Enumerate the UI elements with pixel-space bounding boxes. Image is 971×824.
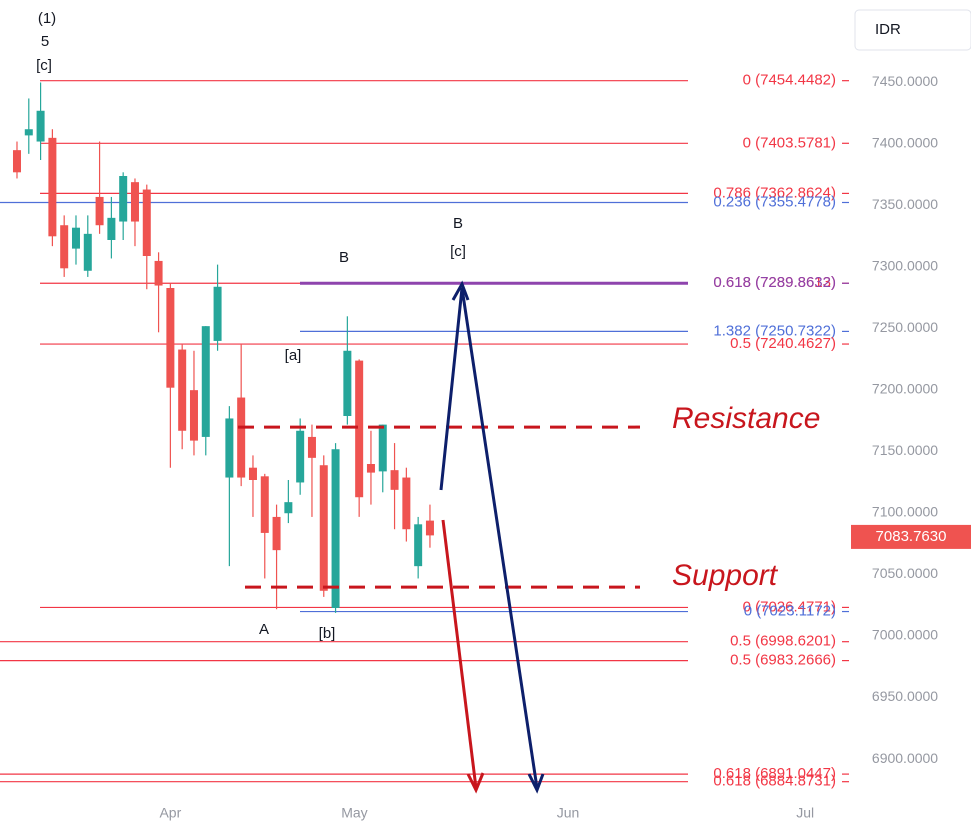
- arrows: [439, 280, 545, 794]
- y-tick-label: 6950.0000: [872, 688, 938, 704]
- x-tick-label: May: [341, 805, 367, 821]
- candle-body: [119, 176, 128, 222]
- wave-label: [c]: [36, 57, 52, 74]
- y-tick-label: 7200.0000: [872, 381, 938, 397]
- candle-body: [307, 436, 316, 458]
- y-tick-label: 7350.0000: [872, 196, 938, 212]
- candle-body: [355, 360, 364, 498]
- y-tick-label: 7250.0000: [872, 319, 938, 335]
- fib-label: 0 (7026.4771): [743, 598, 836, 615]
- candle-body: [414, 524, 423, 567]
- fib-label: 0.236 (7355.4778): [713, 193, 836, 210]
- fib-label: 0.618 (7289.8632): [713, 274, 836, 291]
- candle-body: [166, 288, 175, 388]
- x-tick-label: Jul: [796, 805, 814, 821]
- candle-body: [83, 233, 92, 271]
- candle-body: [260, 476, 269, 533]
- projection-arrow: [439, 287, 539, 789]
- candle-body: [402, 477, 411, 530]
- y-tick-label: 7050.0000: [872, 565, 938, 581]
- y-tick-label: 7450.0000: [872, 73, 938, 89]
- candle-body: [60, 225, 69, 269]
- candle-body: [296, 430, 305, 483]
- currency[interactable]: IDR: [875, 21, 901, 38]
- candle-body: [343, 350, 352, 416]
- fib-label: 1.382 (7250.7322): [713, 322, 836, 339]
- candle-body: [319, 465, 328, 591]
- candle-body: [425, 520, 434, 536]
- arrow-head: [527, 773, 545, 794]
- fib-label: 0.5 (7240.4627): [730, 335, 836, 352]
- fib-label: 0 (7023.1172): [744, 603, 836, 620]
- last-price-tag: [851, 524, 971, 549]
- wave-label: [b]: [319, 625, 336, 642]
- candle-body: [284, 502, 293, 514]
- wave-label: [c]: [450, 243, 466, 260]
- fib-label: 0.618 (6884.8731): [713, 773, 836, 790]
- candle-body: [390, 470, 399, 490]
- candle-body: [154, 260, 163, 286]
- candle-body: [178, 349, 187, 431]
- fib-label: 0 (7454.4482): [743, 72, 836, 89]
- candle-body: [48, 137, 57, 237]
- projection-arrow: [441, 519, 478, 789]
- resistance-label: Resistance: [672, 402, 820, 435]
- candle-body: [378, 424, 387, 472]
- candle-body: [24, 129, 33, 136]
- fib-label: 0.5 (6983.2666): [730, 652, 836, 669]
- last-price-label: 7083.7630: [876, 528, 947, 545]
- arrow-head: [466, 772, 485, 794]
- candle-body: [107, 217, 116, 240]
- y-tick-label: 7100.0000: [872, 504, 938, 520]
- currency-box[interactable]: [854, 9, 971, 51]
- wave-label: 5: [41, 33, 49, 50]
- x-tick-label: Apr: [159, 805, 181, 821]
- candle-body: [12, 150, 21, 173]
- y-tick-label: 7300.0000: [872, 257, 938, 273]
- y-tick-label: 7150.0000: [872, 442, 938, 458]
- wave-label: [a]: [285, 347, 302, 364]
- candle-body: [189, 390, 198, 441]
- candle-body: [331, 449, 340, 608]
- candle-body: [71, 227, 80, 249]
- candle-body: [272, 516, 281, 551]
- wave-label: B: [339, 249, 349, 266]
- wave-label: A: [259, 621, 269, 638]
- y-tick-label: 6900.0000: [872, 750, 938, 766]
- candle-body: [225, 418, 234, 478]
- support-label: Support: [672, 559, 779, 592]
- wave-label: (1): [38, 10, 56, 27]
- y-tick-label: 7000.0000: [872, 627, 938, 643]
- candle-body: [130, 182, 139, 222]
- candle-body: [366, 464, 375, 473]
- candle-body: [248, 467, 257, 480]
- x-tick-label: Jun: [557, 805, 580, 821]
- candle-body: [95, 196, 104, 226]
- candle-body: [36, 110, 45, 142]
- fib-label: 0 (7403.5781): [743, 134, 836, 151]
- fib-label: 0.786 (7362.8624): [713, 184, 836, 201]
- fib-label: 0.618 (6891.0447): [713, 765, 836, 782]
- fib-label: 0.618 (7289.8613): [713, 274, 836, 291]
- fib-label: 0.5 (6998.6201): [730, 633, 836, 650]
- candle-body: [142, 189, 151, 256]
- candle-body: [237, 397, 246, 478]
- wave-label: B: [453, 215, 463, 232]
- candle-body: [213, 286, 222, 341]
- y-tick-label: 7400.0000: [872, 134, 938, 150]
- candle-body: [201, 326, 210, 437]
- arrow-head: [451, 280, 470, 301]
